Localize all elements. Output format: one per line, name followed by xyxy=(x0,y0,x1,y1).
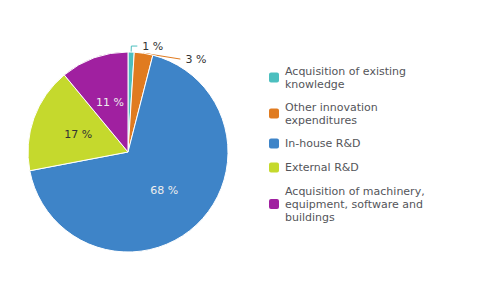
svg-text:Other innovation: Other innovation xyxy=(285,101,378,114)
svg-text:Acquisition of existing: Acquisition of existing xyxy=(285,65,406,78)
svg-text:68 %: 68 % xyxy=(150,184,178,197)
svg-text:knowledge: knowledge xyxy=(285,78,345,91)
svg-text:11 %: 11 % xyxy=(96,96,124,109)
svg-text:17 %: 17 % xyxy=(64,128,92,141)
svg-text:3 %: 3 % xyxy=(185,53,206,66)
svg-text:buildings: buildings xyxy=(285,211,335,224)
svg-text:expenditures: expenditures xyxy=(285,114,357,127)
svg-text:Acquisition of machinery,: Acquisition of machinery, xyxy=(285,185,425,198)
svg-text:External R&D: External R&D xyxy=(285,161,359,174)
svg-text:equipment, software and: equipment, software and xyxy=(285,198,423,211)
svg-text:1 %: 1 % xyxy=(142,40,163,53)
svg-text:In-house R&D: In-house R&D xyxy=(285,137,361,150)
